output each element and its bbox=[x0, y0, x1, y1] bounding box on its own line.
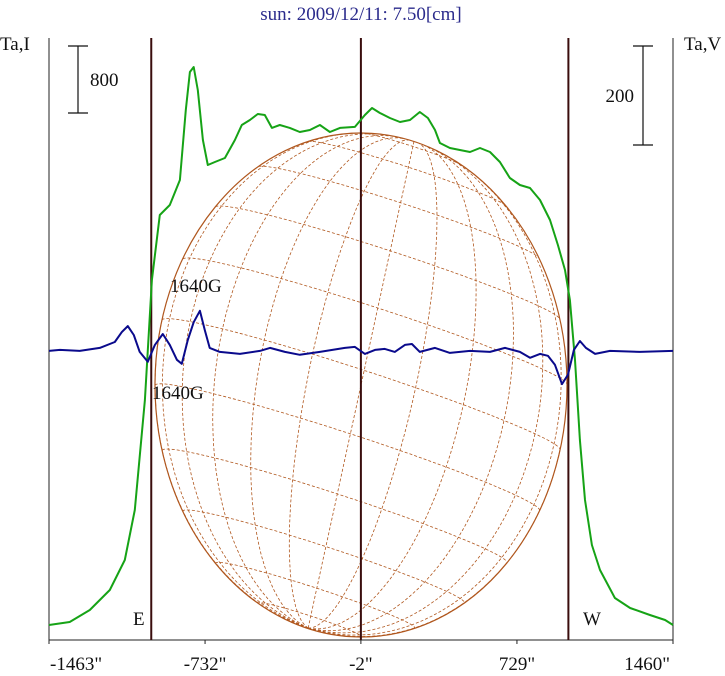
x-tick-label: 1460" bbox=[624, 654, 670, 675]
series-line bbox=[48, 309, 674, 386]
globe-grid-line bbox=[307, 165, 562, 636]
globe-grid-line bbox=[154, 383, 540, 511]
globe-grid-line bbox=[308, 152, 544, 634]
annotation: 1640G bbox=[152, 383, 204, 404]
globe-grid-line bbox=[288, 139, 409, 629]
scale-bar bbox=[633, 45, 653, 146]
annotation: 1640G bbox=[170, 276, 222, 297]
globe-grid-line bbox=[250, 137, 404, 629]
globe-grid-line bbox=[161, 132, 363, 629]
globe-grid-line bbox=[308, 144, 477, 630]
globe-grid-line bbox=[308, 146, 514, 632]
x-tick-label: -732" bbox=[184, 654, 227, 675]
scale-bar bbox=[68, 45, 88, 114]
globe-grid-line bbox=[307, 627, 311, 630]
globe-grid-line bbox=[161, 318, 561, 450]
y-axis-label: Ta,I bbox=[0, 34, 30, 55]
scale-bar-label: 200 bbox=[606, 86, 635, 107]
scale-bar-label: 800 bbox=[90, 70, 119, 91]
solar-globe bbox=[154, 132, 568, 638]
globe-grid-line bbox=[154, 320, 309, 629]
series-line bbox=[48, 66, 674, 626]
x-tick-label: -1463" bbox=[50, 654, 102, 675]
x-tick-label: 729" bbox=[499, 654, 535, 675]
y2-axis-label: Ta,V bbox=[684, 34, 721, 55]
chart-title: sun: 2009/12/11: 7.50[cm] bbox=[260, 4, 461, 25]
globe-grid-line bbox=[307, 627, 327, 634]
x-tick-label: -2" bbox=[349, 654, 373, 675]
globe-grid-line bbox=[182, 509, 465, 604]
limb-label: W bbox=[583, 609, 601, 630]
globe-grid-line bbox=[212, 135, 400, 629]
limb-label: E bbox=[133, 609, 145, 630]
globe-grid-line bbox=[308, 143, 438, 629]
globe-grid-line bbox=[307, 140, 507, 207]
